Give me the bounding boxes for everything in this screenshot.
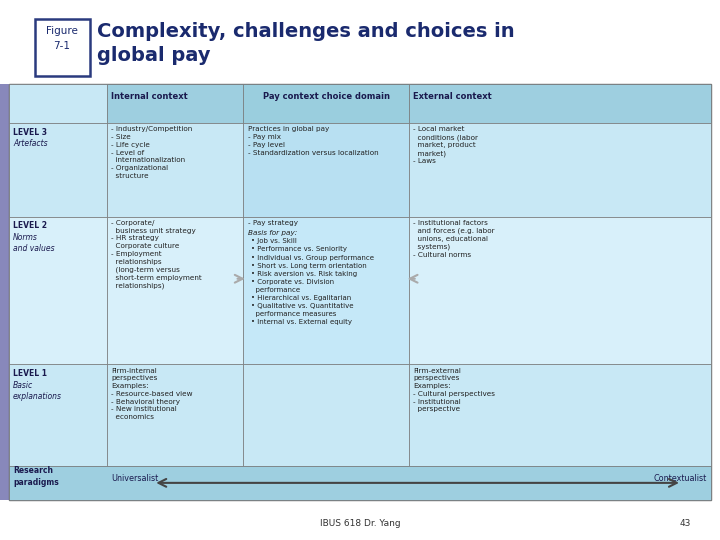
- Text: Internal context: Internal context: [111, 92, 188, 102]
- Text: Figure: Figure: [46, 26, 78, 36]
- Text: - Industry/Competition
- Size
- Life cycle
- Level of
  internationalization
- O: - Industry/Competition - Size - Life cyc…: [111, 126, 192, 179]
- Text: • Short vs. Long term orientation: • Short vs. Long term orientation: [251, 262, 367, 269]
- Bar: [107, 123, 243, 217]
- Text: • Individual vs. Group performance: • Individual vs. Group performance: [251, 254, 374, 261]
- Text: • Hierarchical vs. Egalitarian: • Hierarchical vs. Egalitarian: [251, 295, 351, 301]
- Text: • Performance vs. Seniority: • Performance vs. Seniority: [251, 246, 347, 253]
- Bar: [409, 364, 711, 466]
- Text: Basis for pay:: Basis for pay:: [248, 230, 297, 236]
- Bar: [243, 217, 409, 364]
- Text: 7-1: 7-1: [53, 40, 71, 51]
- Text: Research
paradigms: Research paradigms: [13, 466, 59, 487]
- Text: Firm-internal
perspectives
Examples:
- Resource-based view
- Behavioral theory
-: Firm-internal perspectives Examples: - R…: [111, 368, 192, 420]
- Text: Pay context choice domain: Pay context choice domain: [263, 92, 390, 102]
- Bar: [107, 217, 243, 364]
- Text: Universalist: Universalist: [111, 474, 158, 483]
- Text: IBUS 618 Dr. Yang: IBUS 618 Dr. Yang: [320, 519, 400, 528]
- Text: Complexity, challenges and choices in: Complexity, challenges and choices in: [97, 22, 515, 40]
- Bar: [409, 123, 711, 217]
- Text: • Qualitative vs. Quantitative
  performance measures: • Qualitative vs. Quantitative performan…: [251, 303, 354, 317]
- Text: Contextualist: Contextualist: [653, 474, 706, 483]
- Text: • Corporate vs. Division
  performance: • Corporate vs. Division performance: [251, 279, 334, 293]
- Text: 43: 43: [680, 519, 691, 528]
- Text: LEVEL 2: LEVEL 2: [13, 221, 47, 230]
- Bar: [9, 84, 107, 123]
- Bar: [0, 84, 9, 500]
- Bar: [243, 84, 409, 123]
- Text: Firm-external
perspectives
Examples:
- Cultural perspectives
- Institutional
  p: Firm-external perspectives Examples: - C…: [413, 368, 495, 413]
- Text: - Institutional factors
  and forces (e.g. labor
  unions, educational
  systems: - Institutional factors and forces (e.g.…: [413, 220, 495, 258]
- Bar: [9, 84, 711, 500]
- Text: • Job vs. Skill: • Job vs. Skill: [251, 238, 297, 245]
- Text: LEVEL 1: LEVEL 1: [13, 369, 47, 377]
- Bar: [409, 84, 711, 123]
- Bar: [107, 364, 243, 466]
- Text: Basic
explanations: Basic explanations: [13, 381, 62, 401]
- Bar: [35, 19, 90, 76]
- Bar: [9, 466, 711, 500]
- Text: Practices in global pay
- Pay mix
- Pay level
- Standardization versus localizat: Practices in global pay - Pay mix - Pay …: [248, 126, 378, 156]
- Text: • Internal vs. External equity: • Internal vs. External equity: [251, 319, 352, 326]
- Bar: [243, 364, 409, 466]
- Text: - Pay strategy: - Pay strategy: [248, 220, 297, 226]
- Text: - Local market
  conditions (labor
  market, product
  market)
- Laws: - Local market conditions (labor market,…: [413, 126, 478, 165]
- Text: Norms
and values: Norms and values: [13, 233, 55, 253]
- Text: • Risk aversion vs. Risk taking: • Risk aversion vs. Risk taking: [251, 271, 357, 277]
- Bar: [107, 84, 243, 123]
- Text: global pay: global pay: [97, 46, 211, 65]
- Text: LEVEL 3: LEVEL 3: [13, 127, 47, 137]
- Bar: [243, 123, 409, 217]
- Text: External context: External context: [413, 92, 492, 102]
- Text: - Corporate/
  business unit strategy
- HR strategy
  Corporate culture
- Employ: - Corporate/ business unit strategy - HR…: [111, 220, 202, 289]
- Text: Artefacts: Artefacts: [13, 139, 48, 148]
- Bar: [9, 123, 107, 217]
- Bar: [9, 217, 107, 364]
- Bar: [9, 364, 107, 466]
- Bar: [409, 217, 711, 364]
